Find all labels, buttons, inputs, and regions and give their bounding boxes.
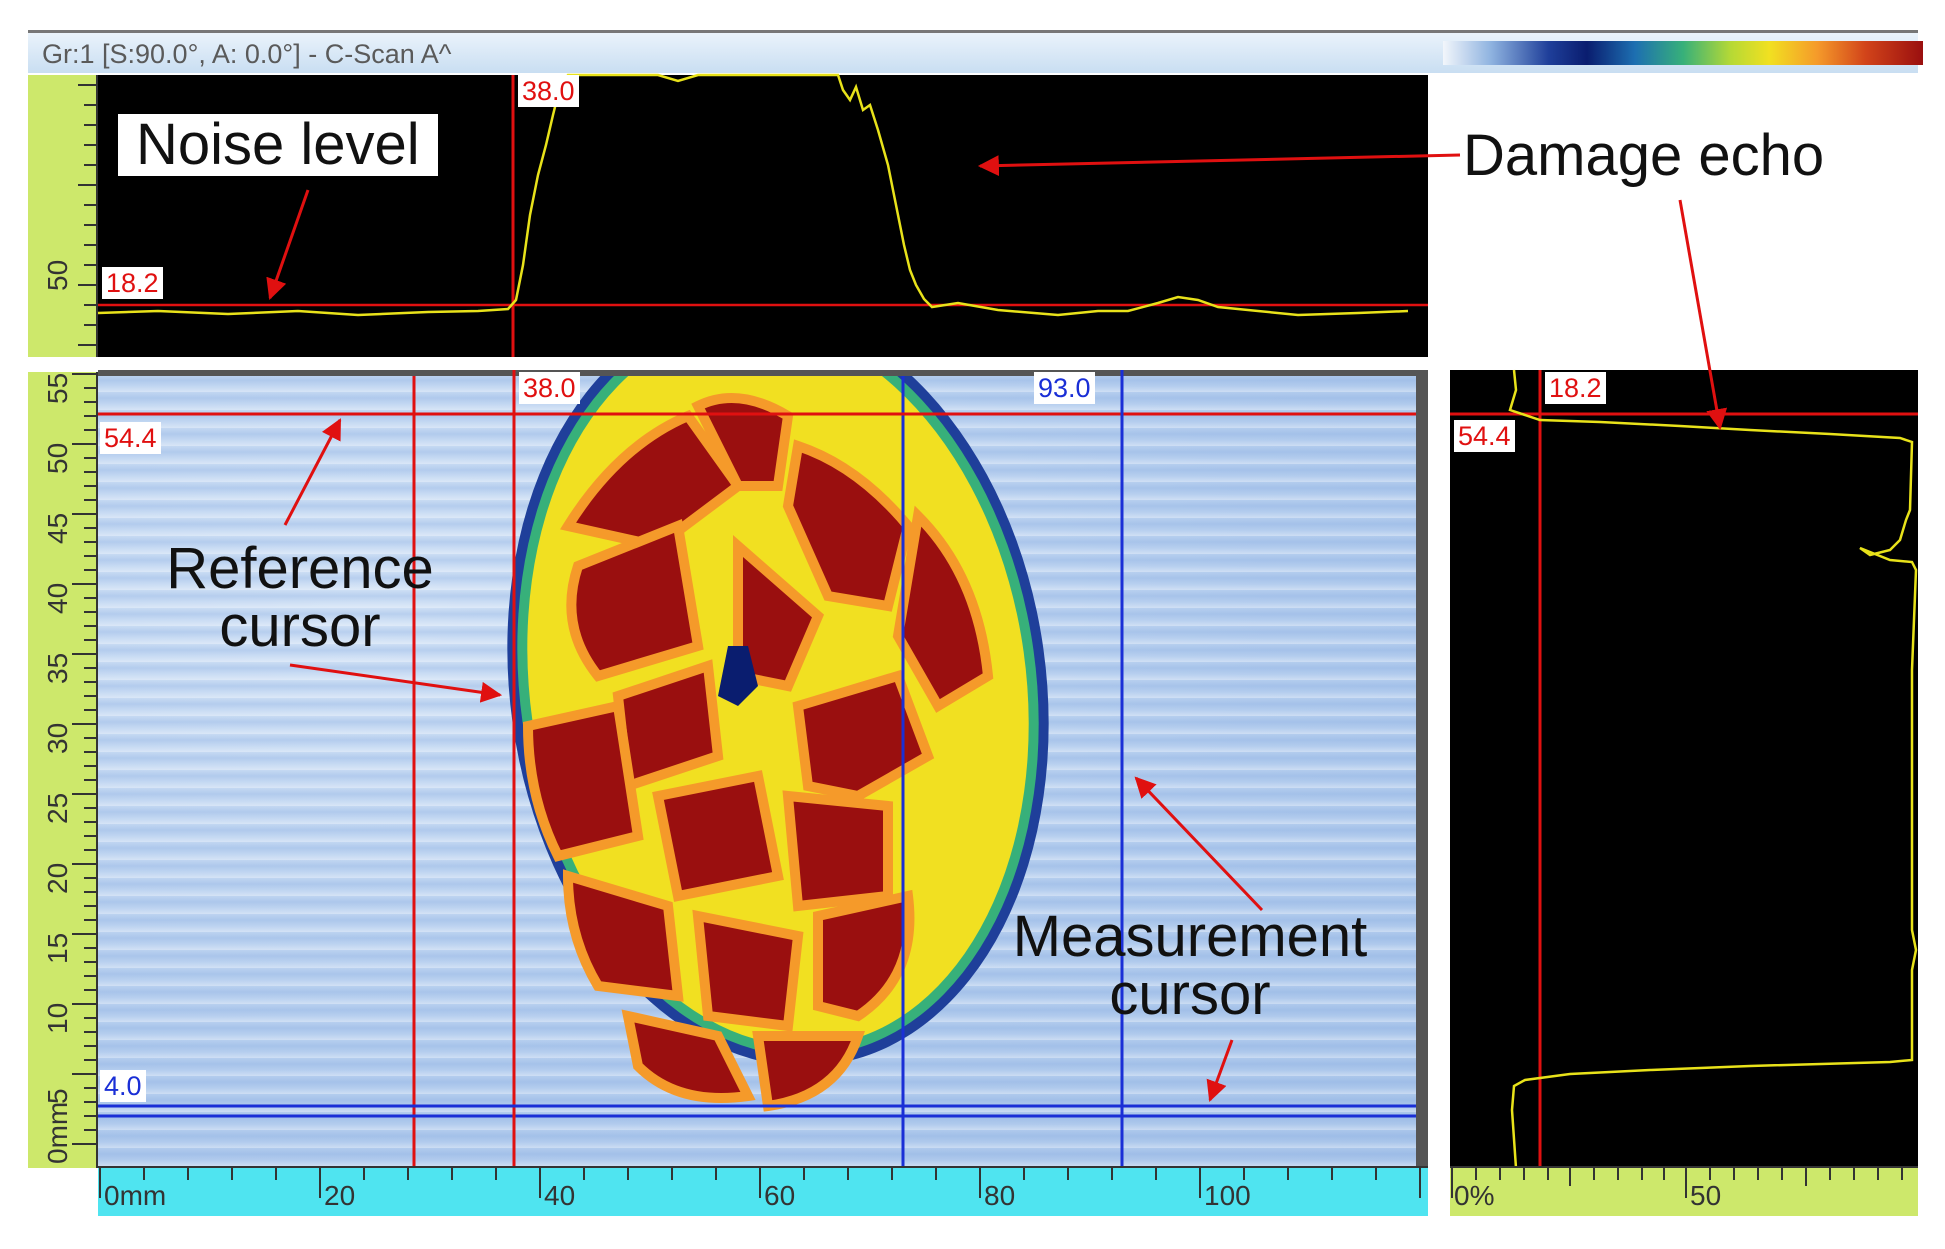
side-ruler-ticks xyxy=(1451,1168,1903,1198)
side-ascan-signal xyxy=(1450,369,1918,1169)
reference-cursor-arrow-right xyxy=(289,663,503,703)
top-ascan-waveform xyxy=(97,73,1409,317)
cscan-x-label-40: 40 xyxy=(544,1180,576,1211)
noise-level-value-label: 18.2 xyxy=(102,267,163,299)
cscan-image[interactable] xyxy=(98,376,1426,1166)
cscan-x-axis-ruler: 0mm 20 40 60 80 100 xyxy=(98,1166,1428,1216)
noise-level-arrow xyxy=(266,189,310,300)
cscan-x-label-100: 100 xyxy=(1204,1180,1251,1211)
reference-cursor-annotation: Reference cursor xyxy=(140,540,460,656)
measurement-cursor-line2: cursor xyxy=(1109,962,1271,1027)
cscan-ref-x-label: 38.0 xyxy=(519,372,580,404)
defect-core-segments xyxy=(522,393,994,1112)
cscan-y-axis-ruler: 55 50 45 40 35 30 25 20 15 10 5 0mm xyxy=(28,372,98,1168)
reference-cursor-line2: cursor xyxy=(219,594,381,659)
color-scale-bar xyxy=(1443,41,1923,65)
measurement-cursor-annotation: Measurement cursor xyxy=(980,908,1400,1024)
top-cursor-x-label: 38.0 xyxy=(518,75,579,107)
damage-echo-annotation-box: Damage echo xyxy=(1455,123,1833,188)
reference-cursor-line1: Reference xyxy=(166,536,434,601)
top-ascan-amplitude-ruler: 50 0% xyxy=(28,75,98,430)
measurement-cursor-line1: Measurement xyxy=(1012,904,1368,969)
side-ascan-amplitude-ruler: 0% 50 xyxy=(1450,1166,1918,1216)
side-ascan-waveform xyxy=(1508,369,1918,1169)
cscan-x-label-20: 20 xyxy=(324,1180,356,1211)
cscan-meas-x-label: 93.0 xyxy=(1034,372,1095,404)
measurement-cursor-arrow-down xyxy=(1206,1039,1234,1102)
damage-echo-annotation: Damage echo xyxy=(1463,123,1825,188)
side-cursor-x-label: 18.2 xyxy=(1545,372,1606,404)
cscan-x-label-80: 80 xyxy=(984,1180,1016,1211)
side-ruler-label-0: 0% xyxy=(1454,1180,1495,1211)
cscan-top-scrollbar[interactable] xyxy=(98,370,1428,378)
cscan-x-ruler-ticks xyxy=(99,1168,1421,1198)
cscan-y-ruler-ticks xyxy=(72,373,96,1145)
cscan-x-label-60: 60 xyxy=(764,1180,796,1211)
measurement-cursor-arrow-up xyxy=(1134,776,1264,912)
cscan-defect-map xyxy=(98,376,1426,1166)
top-ascan-signal xyxy=(97,73,1428,357)
side-ascan-plot[interactable]: 18.2 54.4 xyxy=(1450,369,1918,1169)
window-title-bar: Gr:1 [S:90.0°, A: 0.0°] - C-Scan A^ xyxy=(28,30,1923,73)
cscan-x-label-0mm: 0mm xyxy=(104,1180,167,1211)
damage-echo-arrow-top xyxy=(977,153,1461,177)
noise-level-annotation-box: Noise level xyxy=(118,114,438,176)
side-cursor-y-label: 54.4 xyxy=(1454,420,1515,452)
noise-level-annotation: Noise level xyxy=(136,112,420,177)
side-ruler-label-50: 50 xyxy=(1690,1180,1722,1211)
defect-center-void xyxy=(718,646,758,706)
reference-cursor-arrow-up xyxy=(283,418,342,526)
window-title: Gr:1 [S:90.0°, A: 0.0°] - C-Scan A^ xyxy=(42,39,452,69)
damage-echo-arrow-side xyxy=(1678,199,1728,431)
cscan-ref-y-label: 54.4 xyxy=(100,422,161,454)
cscan-right-edge xyxy=(1416,376,1428,1166)
cscan-meas-y-label: 4.0 xyxy=(100,1070,146,1102)
top-ascan-ruler-ticks xyxy=(78,84,96,346)
